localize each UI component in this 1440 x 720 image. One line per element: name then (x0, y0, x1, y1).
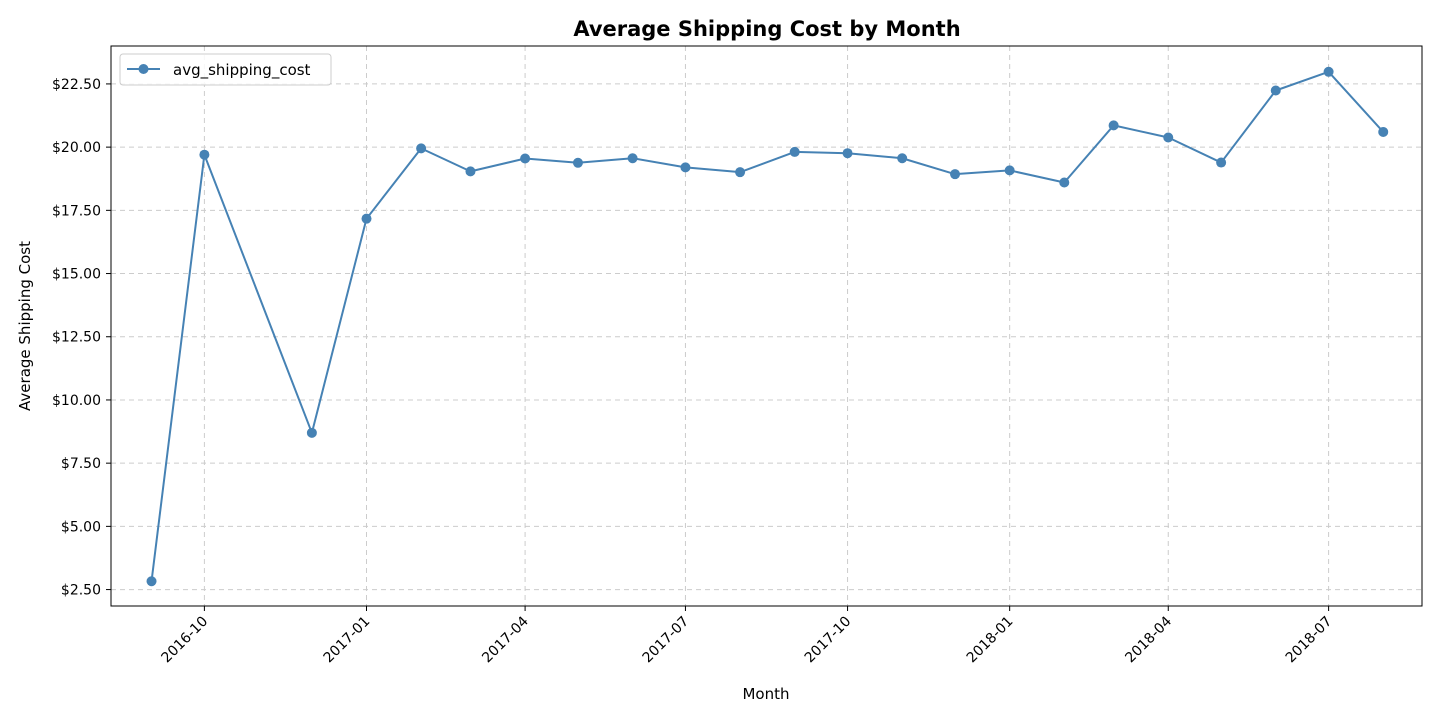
x-tick-label: 2018-04 (1122, 613, 1175, 666)
legend-label: avg_shipping_cost (173, 61, 311, 80)
x-axis: 2016-10 2017-01 2017-04 2017-07 2017-10 2018-… (159, 606, 1336, 667)
data-point (465, 166, 476, 177)
x-tick-label: 2018-01 (964, 614, 1017, 667)
y-tick-label: $17.50 (52, 203, 101, 219)
data-point (1108, 120, 1119, 131)
y-tick-label: $15.00 (52, 267, 101, 283)
chart-title: Average Shipping Cost by Month (573, 17, 960, 41)
y-tick-label: $2.50 (61, 583, 101, 599)
data-point (842, 148, 853, 159)
legend: avg_shipping_cost (119, 53, 332, 86)
y-tick-label: $5.00 (61, 519, 101, 535)
data-point (199, 149, 210, 160)
x-axis-label: Month (742, 685, 789, 703)
grid (111, 46, 1422, 606)
data-point (572, 157, 583, 168)
data-point (627, 153, 638, 164)
data-point (1270, 85, 1281, 96)
series-layer (146, 66, 1389, 587)
plot-area (110, 45, 1423, 607)
y-tick-label: $22.50 (52, 77, 101, 93)
x-tick-label: 2016-10 (159, 614, 212, 667)
data-point (897, 153, 908, 164)
data-point (306, 427, 317, 438)
y-tick-label: $10.00 (52, 393, 101, 409)
data-point (1378, 126, 1389, 137)
y-axis: $2.50 $5.00 $7.50 $10.00 $12.50 $15.00 $17.50 $… (52, 77, 111, 599)
y-tick-label: $20.00 (52, 140, 101, 156)
data-point (1163, 132, 1174, 143)
series-line (150, 70, 1384, 582)
x-tick-label: 2017-07 (640, 614, 693, 667)
x-tick-label: 2017-01 (321, 614, 374, 667)
data-point (1323, 66, 1334, 77)
x-tick-label: 2017-04 (479, 613, 532, 666)
data-point (950, 169, 961, 180)
x-tick-label: 2017-10 (802, 614, 855, 667)
data-point (1059, 177, 1070, 188)
legend-box (119, 53, 332, 86)
data-point (735, 167, 746, 178)
data-point (680, 162, 691, 173)
data-point (146, 576, 157, 587)
data-point (789, 146, 800, 157)
legend-marker-swatch (138, 64, 149, 74)
data-point (361, 213, 372, 224)
data-point (520, 153, 531, 164)
data-point (1004, 165, 1015, 176)
x-tick-label: 2018-07 (1283, 614, 1336, 667)
data-point (416, 143, 427, 154)
y-axis-label: Average Shipping Cost (16, 241, 34, 411)
y-tick-label: $7.50 (61, 456, 101, 472)
data-point (1216, 157, 1227, 168)
y-tick-label: $12.50 (52, 330, 101, 346)
